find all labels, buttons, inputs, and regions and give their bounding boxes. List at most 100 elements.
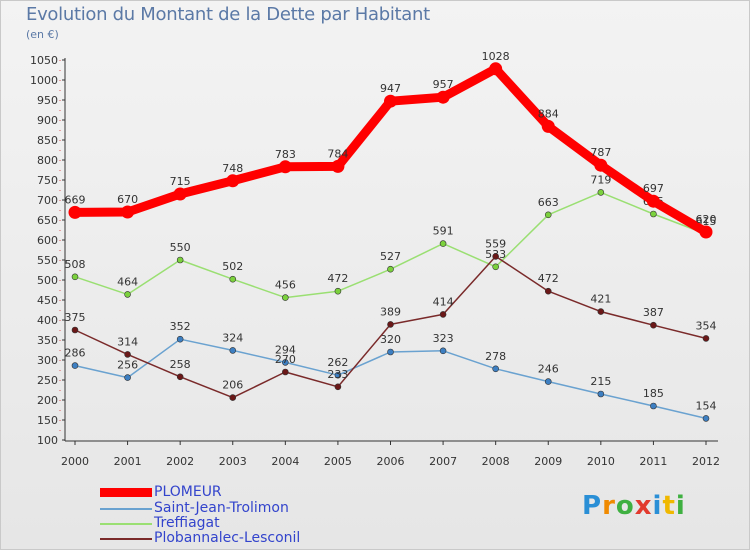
data-point-plobannalec-lesconil [702,335,710,342]
y-tick-label: 100 [37,434,58,447]
data-label-saint-jean-trolimon: 324 [222,331,243,344]
data-label-plomeur: 715 [170,175,191,188]
x-tick-label: 2010 [587,455,615,468]
y-tick-label: 250 [37,374,58,387]
data-point-plobannalec-lesconil [71,326,79,334]
data-point-plomeur [594,158,608,172]
logo-letter: i [652,491,663,521]
data-point-saint-jean-trolimon [702,415,710,422]
data-point-plobannalec-lesconil [597,308,605,315]
legend-swatch-plobannalec-lesconil [100,538,152,540]
data-point-treffiagat [597,189,605,196]
x-tick-label: 2000 [61,455,89,468]
data-point-saint-jean-trolimon [544,378,552,385]
data-label-plomeur: 957 [433,78,454,91]
data-point-treffiagat [439,240,447,247]
legend-label-plomeur: PLOMEUR [154,484,222,500]
x-tick-label: 2011 [639,455,667,468]
data-point-plobannalec-lesconil [176,373,184,381]
data-point-treffiagat [124,291,131,298]
data-point-plobannalec-lesconil [492,253,499,260]
x-tick-label: 2001 [114,455,142,468]
y-tick-label: 450 [37,294,58,307]
chart-title: Evolution du Montant de la Dette par Hab… [26,4,430,25]
data-point-saint-jean-trolimon [176,335,184,343]
data-label-treffiagat: 527 [380,250,401,263]
data-point-plomeur [541,119,555,133]
data-label-treffiagat: 591 [433,225,454,238]
data-point-plomeur [68,205,82,219]
data-label-plomeur: 748 [222,162,243,175]
data-point-plomeur [699,225,713,239]
data-point-plomeur [646,194,660,208]
data-label-treffiagat: 456 [275,279,296,292]
data-label-treffiagat: 508 [65,258,86,271]
y-tick-label: 300 [37,354,58,367]
data-point-saint-jean-trolimon [334,371,342,379]
data-label-treffiagat: 663 [538,196,559,209]
data-label-saint-jean-trolimon: 185 [643,387,664,400]
data-label-plomeur: 947 [380,82,401,95]
y-tick-label: 950 [37,94,58,107]
data-label-saint-jean-trolimon: 323 [433,332,454,345]
data-point-saint-jean-trolimon [71,362,79,369]
data-point-saint-jean-trolimon [387,348,394,356]
data-label-saint-jean-trolimon: 294 [275,343,296,356]
x-tick-label: 2007 [429,455,457,468]
data-point-plobannalec-lesconil [387,321,394,328]
legend-label-saint-jean-trolimon: Saint-Jean-Trolimon [154,500,289,516]
data-point-plobannalec-lesconil [229,394,237,401]
data-point-plomeur [331,159,345,173]
legend-label-plobannalec-lesconil: Plobannalec-Lesconil [154,530,301,546]
data-point-plomeur [121,205,135,219]
data-label-plomeur: 670 [117,193,138,206]
data-label-plomeur: 1028 [482,50,510,63]
data-point-plomeur [489,62,503,76]
data-point-plomeur [384,94,397,108]
data-label-plomeur: 783 [275,148,296,161]
y-tick-label: 750 [37,174,58,187]
data-point-treffiagat [176,256,184,264]
legend-swatch-saint-jean-trolimon [100,508,152,510]
data-label-saint-jean-trolimon: 246 [538,363,559,376]
data-label-plomeur: 787 [590,146,611,159]
x-tick-label: 2008 [482,455,510,468]
data-point-treffiagat [387,265,394,273]
data-point-saint-jean-trolimon [650,402,657,410]
data-label-plobannalec-lesconil: 421 [590,293,611,306]
data-label-plobannalec-lesconil: 414 [433,295,454,308]
data-point-saint-jean-trolimon [124,374,131,381]
y-tick-label: 500 [37,274,58,287]
y-tick-label: 850 [37,134,58,147]
chart-unit-label: (en €) [26,28,59,41]
data-label-treffiagat: 464 [117,275,138,288]
logo-letter: i [675,491,686,521]
y-tick-label: 900 [37,114,58,127]
y-tick-label: 1050 [30,54,58,67]
y-tick-label: 600 [37,234,58,247]
y-tick-label: 400 [37,314,58,327]
x-tick-label: 2003 [219,455,247,468]
data-label-plobannalec-lesconil: 472 [538,272,559,285]
x-tick-label: 2002 [166,455,194,468]
data-label-treffiagat: 502 [222,260,243,273]
data-point-saint-jean-trolimon [597,390,605,398]
data-point-plobannalec-lesconil [544,287,552,295]
data-point-plobannalec-lesconil [650,321,657,329]
data-label-plobannalec-lesconil: 258 [170,358,191,371]
data-point-saint-jean-trolimon [282,359,289,366]
data-label-plomeur: 784 [327,147,348,160]
proxiti-logo: Proxiti [582,491,686,521]
x-tick-label: 2009 [534,455,562,468]
data-point-treffiagat [544,211,552,219]
data-point-plobannalec-lesconil [124,351,131,358]
data-label-saint-jean-trolimon: 215 [590,375,611,388]
data-point-plomeur [436,90,450,104]
data-label-plomeur: 669 [65,193,86,206]
data-point-treffiagat [492,263,499,271]
y-tick-label: 700 [37,194,58,207]
y-tick-label: 150 [37,414,58,427]
data-label-plobannalec-lesconil: 389 [380,305,401,318]
data-label-plobannalec-lesconil: 270 [275,353,296,366]
